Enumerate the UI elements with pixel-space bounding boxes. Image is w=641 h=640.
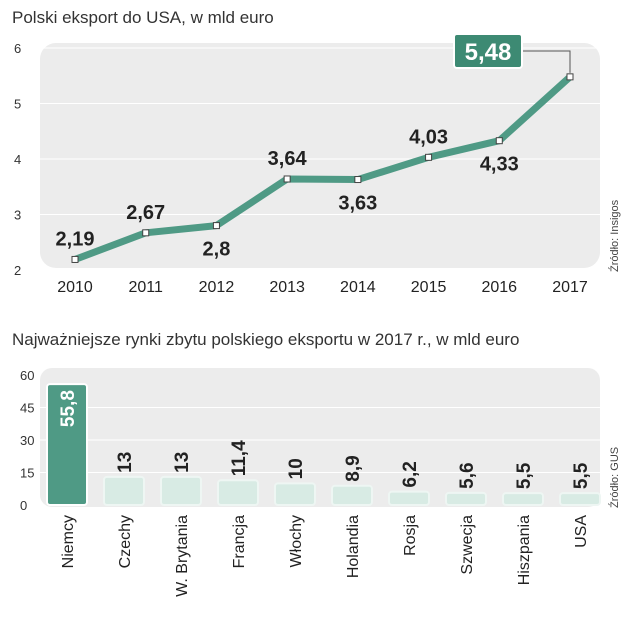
y-tick-label: 4 xyxy=(14,152,21,167)
data-point xyxy=(354,176,362,184)
x-tick-label: 2015 xyxy=(411,279,447,296)
x-tick-label: 2016 xyxy=(481,279,517,296)
data-label: 6,2 xyxy=(400,461,421,487)
category-label: W. Brytania xyxy=(174,515,191,597)
x-tick-label: 2011 xyxy=(129,279,164,296)
bar xyxy=(274,482,316,507)
y-tick-label: 15 xyxy=(20,466,34,481)
data-point xyxy=(71,255,79,263)
line-chart-panel xyxy=(40,43,600,268)
bar xyxy=(445,491,487,507)
data-point xyxy=(212,222,220,230)
data-label: 13 xyxy=(115,452,136,473)
y-tick-label: 3 xyxy=(14,208,21,223)
data-label: 4,03 xyxy=(409,126,448,148)
data-point xyxy=(566,73,574,81)
category-label: Włochy xyxy=(288,515,305,567)
bar xyxy=(103,475,145,507)
data-label: 2,19 xyxy=(56,228,95,250)
y-tick-label: 0 xyxy=(20,498,27,513)
data-label: 5,5 xyxy=(571,462,592,489)
data-label: 10 xyxy=(286,458,307,479)
data-label: 55,8 xyxy=(58,390,79,427)
data-label: 4,33 xyxy=(480,154,519,176)
data-label: 3,64 xyxy=(268,148,308,170)
category-label: Niemcy xyxy=(60,515,77,568)
bar xyxy=(502,492,544,507)
y-tick-label: 6 xyxy=(14,41,21,56)
y-tick-label: 2 xyxy=(14,263,21,278)
data-label: 8,9 xyxy=(343,455,364,481)
data-point xyxy=(425,153,433,161)
y-tick-label: 5 xyxy=(14,97,21,112)
bar xyxy=(217,479,259,506)
y-tick-label: 60 xyxy=(20,368,34,383)
series-line xyxy=(71,73,574,263)
category-label: Francja xyxy=(231,515,248,568)
data-label: 13 xyxy=(172,452,193,473)
bar xyxy=(160,475,202,507)
highlight-leader-line xyxy=(522,50,571,73)
bar xyxy=(46,383,88,507)
data-label: 2,67 xyxy=(126,202,165,224)
category-label: Szwecja xyxy=(459,515,476,575)
category-label: USA xyxy=(573,515,590,548)
data-point xyxy=(283,175,291,183)
bar xyxy=(388,490,430,507)
data-point xyxy=(495,137,503,145)
x-tick-label: 2012 xyxy=(199,279,235,296)
line-chart: 2 3 4 5 6 2010 2011 2012 2013 2014 2015 2016 2017 2,1… xyxy=(14,33,600,296)
highlight-box xyxy=(453,33,523,69)
data-label: 2,8 xyxy=(203,239,231,261)
x-tick-label: 2017 xyxy=(552,279,588,296)
line-chart-title: Polski eksport do USA, w mld euro xyxy=(12,8,274,27)
bar xyxy=(559,492,601,507)
data-point xyxy=(142,229,150,237)
bar-chart-title: Najważniejsze rynki zbytu polskiego eksp… xyxy=(12,330,520,349)
category-label: Czechy xyxy=(117,515,134,568)
bar xyxy=(331,484,373,507)
data-label: 5,5 xyxy=(514,462,535,489)
data-label: 5,6 xyxy=(457,462,478,488)
category-label: Holandia xyxy=(345,515,362,578)
category-label: Hiszpania xyxy=(516,515,533,585)
y-tick-label: 30 xyxy=(20,433,34,448)
x-tick-label: 2010 xyxy=(57,279,93,296)
category-label: Rosja xyxy=(402,515,419,556)
data-label: 3,63 xyxy=(338,193,377,215)
x-tick-label: 2013 xyxy=(269,279,305,296)
data-label: 11,4 xyxy=(229,440,250,476)
x-tick-label: 2014 xyxy=(340,279,376,296)
highlight-value: 5,48 xyxy=(465,39,512,66)
y-tick-label: 45 xyxy=(20,401,34,416)
